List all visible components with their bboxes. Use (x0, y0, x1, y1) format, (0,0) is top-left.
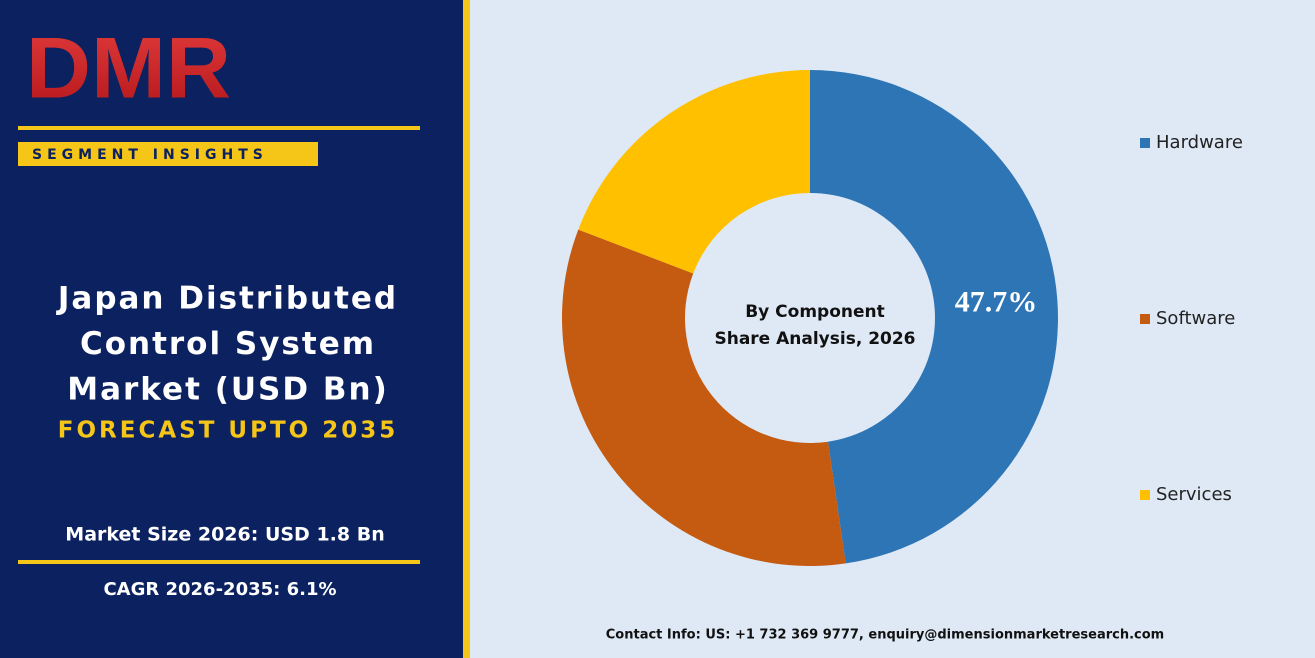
legend-label: Hardware (1156, 132, 1243, 153)
divider (463, 0, 470, 658)
title-line: Control System (80, 326, 376, 362)
contact: Contact Info: US: +1 732 369 9777, enqui… (606, 628, 1164, 643)
donut-chart: 47.7% Hardware Software Services By Componen… (561, 70, 1243, 566)
donut-slice (561, 229, 846, 566)
legend-swatch (1140, 138, 1150, 148)
legend-label: Software (1156, 308, 1235, 329)
title: Japan Distributed Control System Market (U… (56, 281, 398, 408)
cagr: CAGR 2026-2035: 6.1% (103, 579, 336, 600)
legend-swatch (1140, 314, 1150, 324)
donut-slice (810, 70, 1058, 564)
badge: SEGMENT INSIGHTS (32, 147, 268, 163)
logo: DMR (26, 21, 231, 117)
forecast: FORECAST UPTO 2035 (58, 418, 398, 444)
market-size: Market Size 2026: USD 1.8 Bn (65, 524, 384, 546)
center-text: By Component (745, 302, 885, 322)
title-line: Market (USD Bn) (67, 372, 389, 408)
badge-box (18, 142, 318, 166)
legend-label: Services (1156, 484, 1232, 505)
center-text: Share Analysis, 2026 (714, 329, 915, 349)
legend-swatch (1140, 490, 1150, 500)
donut-slice (578, 70, 810, 274)
left-panel (0, 0, 463, 658)
value-label: 47.7% (955, 285, 1038, 318)
title-line: Japan Distributed (56, 281, 398, 317)
